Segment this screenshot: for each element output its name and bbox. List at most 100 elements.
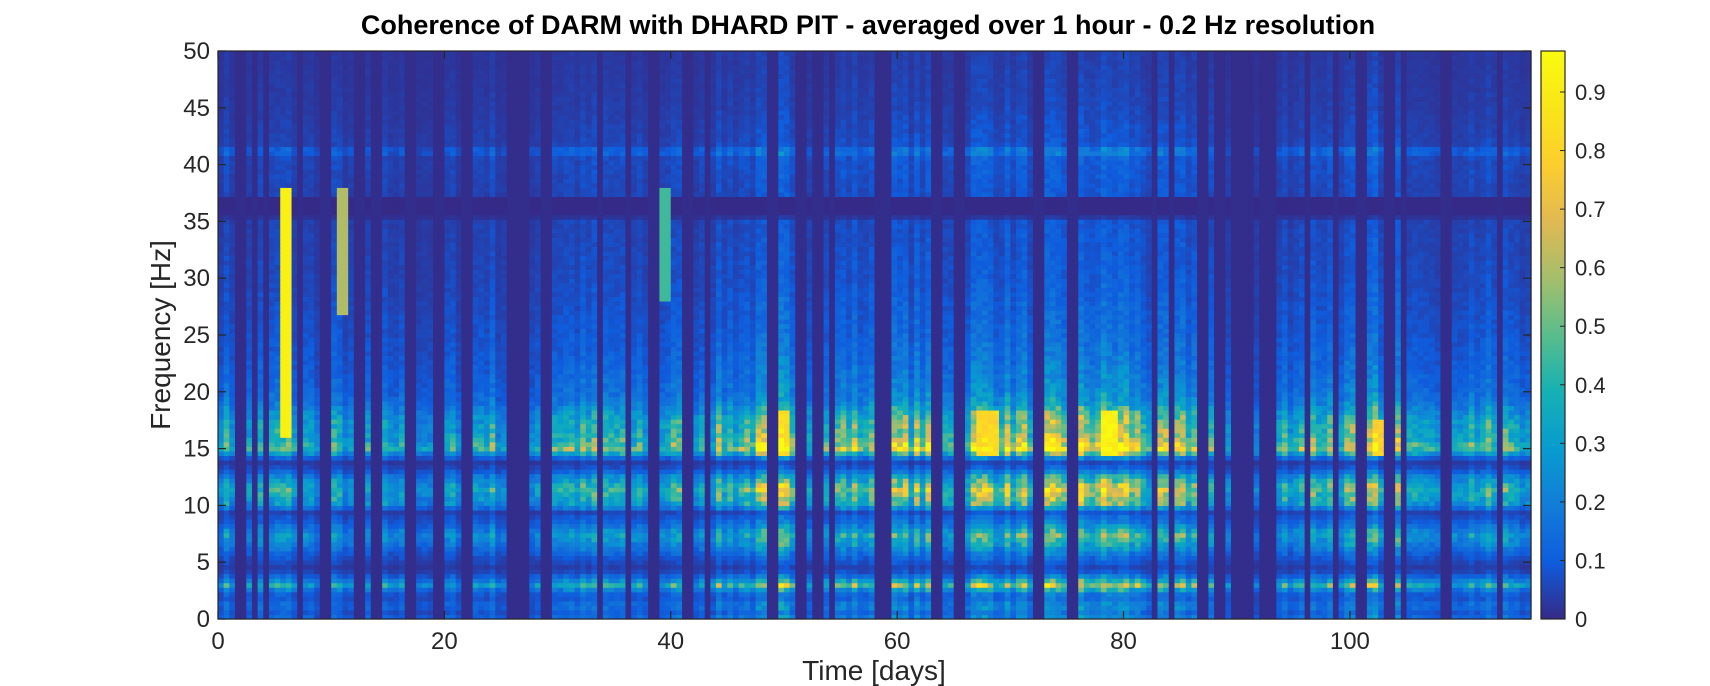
heatmap-cell [370, 509, 378, 516]
heatmap-cell [314, 369, 321, 375]
heatmap-cell [331, 119, 338, 125]
heatmap-cell [251, 541, 259, 547]
heatmap-cell [393, 600, 400, 606]
heatmap-cell [291, 423, 298, 429]
heatmap-cell [399, 605, 406, 611]
heatmap-cell [285, 359, 293, 366]
heatmap-cell [410, 596, 417, 602]
heatmap-cell [438, 478, 445, 484]
heatmap-cell [280, 405, 287, 411]
heatmap-cell [240, 182, 247, 188]
heatmap-cell [427, 491, 434, 497]
heatmap-cell [365, 160, 372, 166]
heatmap-cell [251, 555, 259, 561]
heatmap-cell [353, 559, 361, 566]
heatmap-cell [263, 564, 270, 570]
heatmap-cell [257, 614, 264, 620]
heatmap-cell [234, 359, 242, 366]
heatmap-cell [251, 200, 259, 207]
heatmap-cell [348, 319, 355, 325]
heatmap-cell [404, 369, 412, 375]
heatmap-cell [376, 373, 383, 379]
heatmap-cell [223, 564, 230, 570]
heatmap-cell [302, 314, 310, 320]
heatmap-cell [421, 578, 428, 584]
heatmap-cell [387, 132, 395, 138]
heatmap-cell [427, 437, 434, 443]
heatmap-cell [427, 446, 434, 452]
heatmap-cell [308, 291, 315, 297]
heatmap-cell [325, 73, 332, 79]
heatmap-cell [308, 155, 315, 161]
heatmap-cell [257, 491, 264, 497]
heatmap-cell [404, 419, 412, 425]
heatmap-cell [263, 432, 270, 438]
heatmap-cell [223, 405, 230, 411]
heatmap-cell [410, 96, 417, 102]
heatmap-cell [421, 146, 428, 152]
heatmap-cell [376, 341, 383, 347]
heatmap-cell [359, 500, 366, 506]
heatmap-cell [410, 514, 417, 520]
heatmap-cell [314, 137, 321, 143]
heatmap-cell [336, 100, 344, 107]
heatmap-cell [438, 550, 445, 556]
heatmap-cell [359, 300, 366, 307]
heatmap-cell [353, 509, 361, 516]
heatmap-cell [240, 605, 247, 611]
heatmap-cell [421, 155, 428, 161]
heatmap-cell [297, 573, 304, 579]
heatmap-cell [359, 91, 366, 98]
heatmap-cell [348, 469, 355, 475]
heatmap-cell [438, 555, 445, 561]
heatmap-cell [257, 559, 264, 566]
heatmap-cell [229, 564, 236, 570]
heatmap-cell [353, 419, 361, 425]
heatmap-cell [348, 528, 355, 534]
heatmap-cell [325, 141, 332, 148]
heatmap-cell [376, 546, 383, 552]
heatmap-cell [218, 350, 225, 357]
heatmap-cell [257, 169, 264, 175]
heatmap-cell [263, 300, 270, 307]
heatmap-cell [268, 82, 276, 88]
heatmap-cell [319, 609, 327, 616]
heatmap-cell [308, 359, 315, 366]
heatmap-cell [365, 596, 372, 602]
heatmap-cell [263, 141, 270, 148]
heatmap-cell [387, 196, 395, 202]
heatmap-cell [229, 482, 236, 488]
heatmap-cell [342, 310, 349, 316]
heatmap-cell [404, 614, 412, 620]
heatmap-cell [325, 441, 332, 447]
heatmap-cell [336, 278, 344, 284]
heatmap-cell [325, 260, 332, 266]
heatmap-cell [291, 296, 298, 302]
heatmap-cell [376, 310, 383, 316]
heatmap-cell [223, 359, 230, 366]
heatmap-cell [291, 169, 298, 175]
heatmap-cell [348, 128, 355, 134]
heatmap-cell [410, 559, 417, 566]
heatmap-cell [370, 605, 378, 611]
heatmap-cell [370, 391, 378, 397]
heatmap-cell [274, 232, 281, 238]
heatmap-cell [297, 409, 304, 416]
heatmap-cell [297, 114, 304, 120]
heatmap-cell [291, 337, 298, 343]
heatmap-cell [387, 400, 395, 407]
heatmap-cell [285, 78, 293, 84]
heatmap-cell [404, 378, 412, 384]
heatmap-cell [308, 219, 315, 225]
heatmap-cell [274, 223, 281, 229]
heatmap-cell [274, 300, 281, 307]
heatmap-cell [393, 432, 400, 438]
heatmap-cell [421, 82, 428, 88]
heatmap-cell [274, 546, 281, 552]
heatmap-cell [234, 341, 242, 347]
heatmap-cell [251, 228, 259, 234]
heatmap-cell [399, 246, 406, 252]
heatmap-cell [229, 287, 236, 293]
heatmap-cell [268, 473, 276, 479]
heatmap-cell [348, 537, 355, 543]
